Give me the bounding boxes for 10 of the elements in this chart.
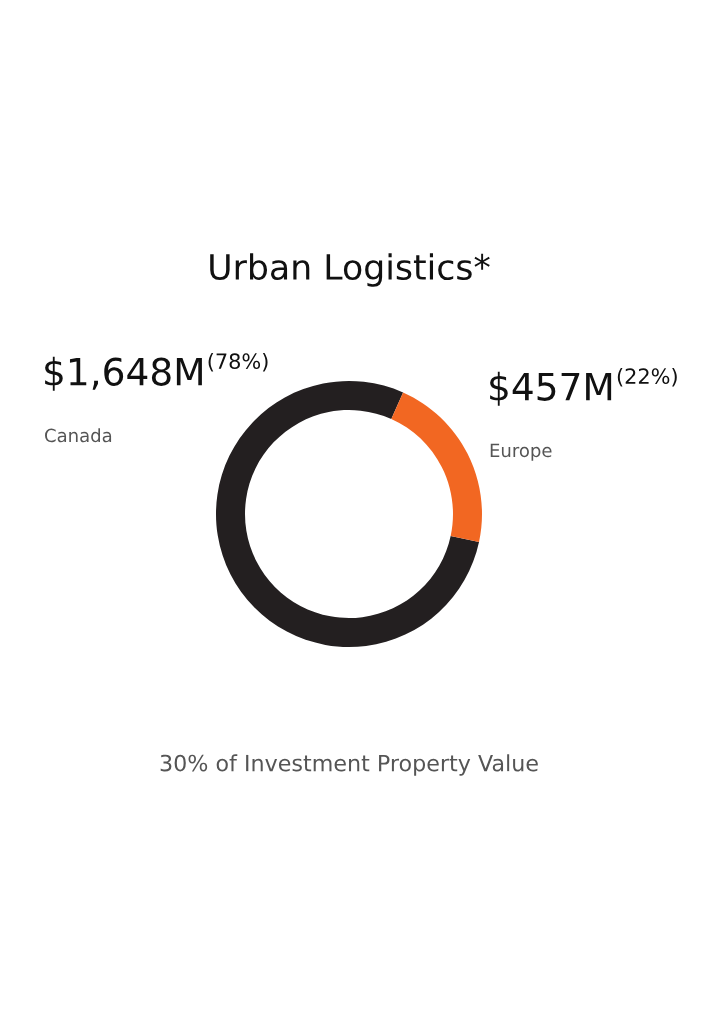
slice-label: Europe [490,443,552,461]
text: (78%) [208,352,268,372]
text: (22%) [617,367,677,387]
donut-slice [391,392,482,543]
slice-label: Canada [45,428,112,443]
text: 30% of Investment Property Value [160,754,538,776]
data-label: $457M [490,371,612,406]
chart-title: Urban Logistics* [210,253,490,287]
data-label: $1,648M [45,356,202,391]
donut-slice [216,381,480,647]
